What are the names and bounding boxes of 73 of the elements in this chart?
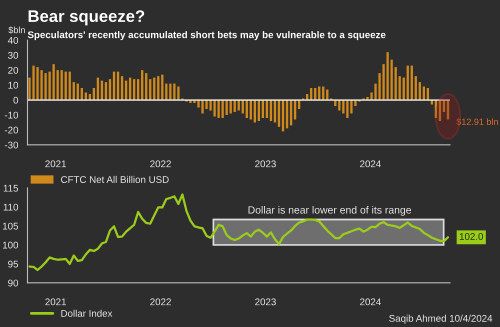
bar: [92, 88, 96, 100]
bar: [318, 86, 320, 100]
y-tick-label: 110: [4, 204, 18, 211]
x-tick-label: 2022: [150, 298, 171, 306]
x-tick-label: 2022: [150, 160, 171, 168]
bar: [161, 74, 164, 100]
x-tick-label: 2023: [255, 298, 276, 306]
bar: [338, 100, 340, 110]
x-tick-label: 2021: [45, 160, 66, 168]
bar: [169, 84, 172, 100]
bar: [326, 90, 328, 100]
legend-label: Dollar Index: [61, 310, 112, 317]
y-tick-label: 95: [8, 260, 18, 268]
line-series: [28, 193, 450, 272]
bar: [246, 100, 248, 118]
y-tick-label: -20: [4, 126, 18, 134]
y-tick-label: 0: [13, 96, 18, 104]
y-tick-label: 10: [8, 82, 18, 89]
bar: [76, 84, 79, 100]
bar: [254, 100, 256, 122]
x-tick-label: 2021: [45, 298, 66, 306]
bar: [145, 73, 148, 100]
y-tick-label: 40: [8, 36, 18, 44]
bar: [222, 100, 224, 118]
chart-subtitle: Speculators' recently accumulated short bets may be vulnerable to a squeeze: [28, 31, 386, 40]
band-label: Dollar is near lower end of its range: [248, 206, 412, 216]
x-tick-label: 2023: [255, 160, 276, 168]
bar: [128, 78, 132, 100]
bar: [44, 73, 47, 100]
bar: [132, 79, 136, 100]
bar: [238, 100, 240, 110]
bar: [226, 100, 228, 115]
y-axis-title: $bln: [8, 26, 25, 34]
bar: [230, 100, 232, 114]
bar: [298, 100, 300, 109]
bar: [310, 88, 312, 100]
annotation: $12.91 bln: [456, 118, 498, 126]
legend-label: CFTC Net All Billion USD: [61, 176, 169, 183]
bar: [68, 72, 71, 100]
bar: [157, 76, 160, 100]
bar: [234, 100, 236, 112]
bar: [153, 78, 156, 100]
bar: [410, 66, 413, 100]
y-tick-label: 20: [8, 66, 18, 74]
y-tick-label: 90: [8, 280, 18, 286]
y-tick-label: 100: [2, 242, 18, 249]
bar: [213, 100, 216, 116]
bar: [177, 86, 180, 100]
chart-title: Bear squeeze?: [28, 10, 144, 26]
bar: [262, 100, 264, 118]
bar: [426, 88, 430, 100]
bar: [250, 100, 252, 120]
x-tick-label: 2024: [360, 298, 381, 306]
bar: [52, 64, 55, 100]
y-tick-label: -30: [4, 142, 18, 148]
bar: [141, 70, 144, 100]
bar: [64, 72, 67, 100]
bar: [258, 100, 260, 121]
bar: [386, 52, 389, 100]
bar: [217, 100, 220, 118]
bar: [173, 84, 176, 100]
x-tick-label: 2024: [360, 160, 381, 168]
y-tick-label: 30: [8, 52, 18, 59]
y-tick-label: 115: [4, 184, 18, 192]
bar: [406, 66, 409, 100]
text: Saqib Ahmed 10/4/2024: [389, 314, 492, 324]
bar: [60, 70, 63, 100]
y-tick-label: -10: [4, 112, 18, 119]
bar: [314, 88, 316, 100]
bar: [322, 86, 324, 100]
y-tick-label: 105: [2, 222, 18, 230]
data-label: 102.0: [460, 233, 484, 240]
bar: [346, 100, 349, 118]
